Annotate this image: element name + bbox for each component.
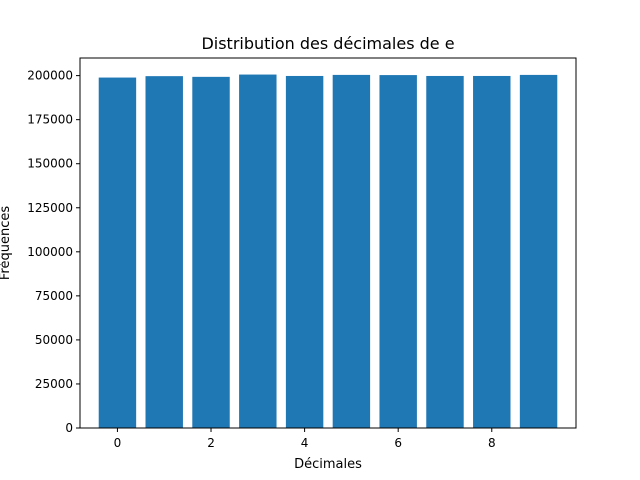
y-tick-label: 0	[65, 421, 73, 435]
bar-5	[332, 74, 371, 429]
y-tick-label: 200000	[27, 69, 73, 83]
y-tick-label: 50000	[35, 333, 73, 347]
bar-1	[145, 76, 183, 429]
bar-3	[239, 74, 277, 429]
y-tick-label: 75000	[35, 289, 73, 303]
y-axis: 0 25000 50000 75000 100000 125000 150000 175000…	[27, 69, 80, 435]
bar-0	[98, 77, 137, 429]
x-tick-label: 4	[301, 436, 309, 450]
bar-7	[426, 75, 464, 428]
bar-4	[285, 75, 324, 428]
chart-title: Distribution des décimales de e	[201, 34, 454, 53]
bar-8	[473, 75, 511, 428]
x-axis: 0 2 4 6 8	[114, 428, 496, 450]
plot-frame	[79, 57, 577, 429]
x-tick-label: 6	[394, 436, 402, 450]
y-tick-label: 25000	[35, 377, 73, 391]
bars-group	[98, 74, 558, 429]
y-axis-label: Fréquences	[0, 206, 13, 280]
bar-2	[192, 76, 230, 428]
x-tick-label: 8	[488, 436, 496, 450]
y-tick-label: 150000	[27, 157, 73, 171]
x-axis-label: Décimales	[294, 457, 362, 472]
x-tick-label: 2	[207, 436, 215, 450]
bar-6	[379, 75, 417, 428]
x-tick-label: 0	[114, 436, 122, 450]
y-tick-label: 125000	[27, 201, 73, 215]
bar-9	[519, 74, 558, 429]
y-tick-label: 100000	[27, 245, 73, 259]
y-tick-label: 175000	[27, 113, 73, 127]
